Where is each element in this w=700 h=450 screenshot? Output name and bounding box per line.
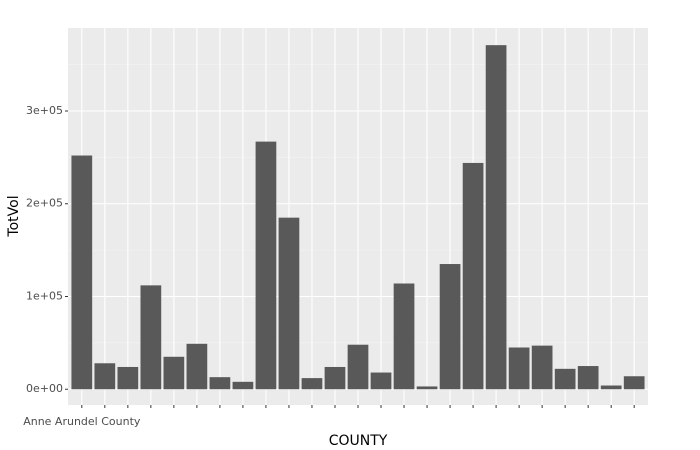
bar bbox=[485, 45, 507, 390]
bar bbox=[232, 381, 254, 390]
bar bbox=[439, 264, 461, 390]
bar bbox=[531, 345, 553, 390]
bar bbox=[209, 377, 231, 390]
bar bbox=[324, 366, 346, 390]
bar bbox=[278, 217, 300, 390]
bar bbox=[416, 386, 438, 390]
bar bbox=[117, 366, 139, 390]
bar bbox=[462, 162, 484, 390]
bar bbox=[140, 285, 162, 390]
bar bbox=[600, 385, 622, 390]
y-tick-label: 0e+00 bbox=[26, 382, 63, 395]
y-tick-label: 1e+05 bbox=[26, 289, 63, 302]
y-axis-title: TotVol bbox=[6, 195, 22, 237]
bar bbox=[347, 344, 369, 390]
bar bbox=[554, 368, 576, 390]
x-tick-label: Anne Arundel County bbox=[23, 415, 141, 428]
y-tick-label: 3e+05 bbox=[26, 104, 63, 117]
bar bbox=[623, 376, 645, 390]
bar bbox=[94, 363, 116, 390]
y-tick-label: 2e+05 bbox=[26, 197, 63, 210]
bar bbox=[255, 141, 277, 390]
bar bbox=[186, 343, 208, 390]
bar bbox=[163, 356, 185, 390]
bar bbox=[370, 372, 392, 390]
bar bbox=[301, 378, 323, 390]
bar bbox=[393, 283, 415, 390]
bar bbox=[508, 347, 530, 390]
bar bbox=[577, 366, 599, 390]
bar bbox=[71, 155, 93, 390]
x-axis-title: COUNTY bbox=[329, 433, 388, 449]
